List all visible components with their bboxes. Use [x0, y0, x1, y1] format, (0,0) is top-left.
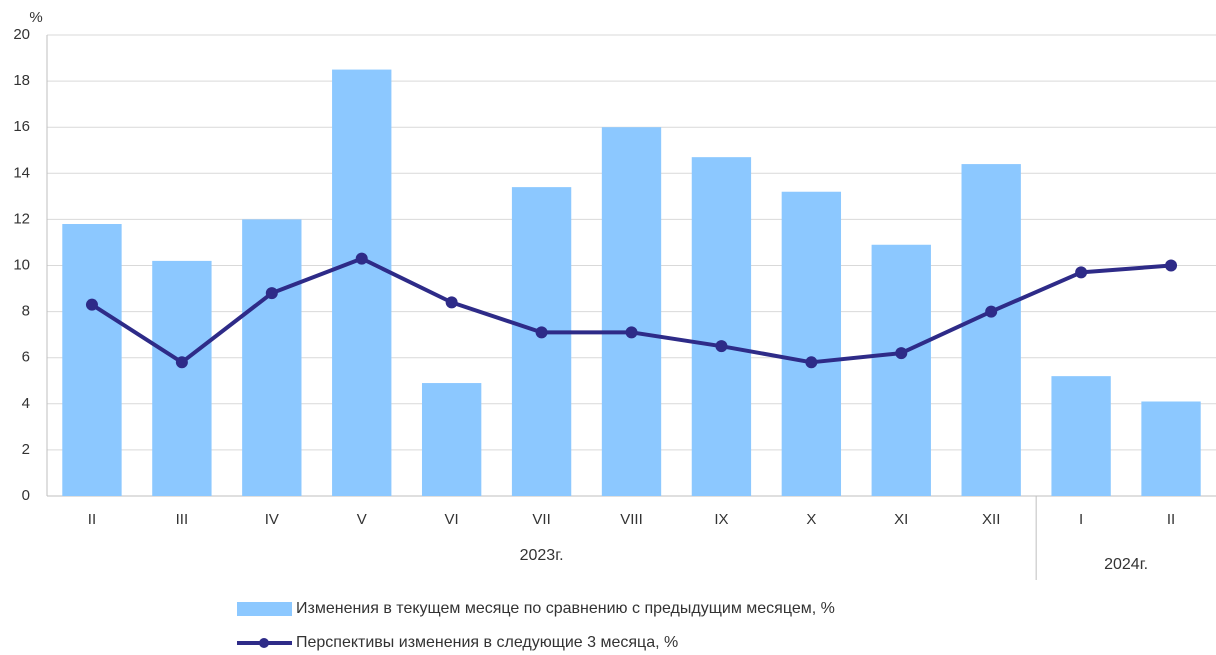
x-tick-label: XI	[894, 511, 908, 528]
x-tick-label: IV	[265, 511, 279, 528]
bar	[242, 219, 302, 496]
y-tick-label: 0	[22, 487, 30, 504]
line-marker	[85, 298, 98, 311]
line-marker	[265, 287, 278, 300]
legend-label: Изменения в текущем месяце по сравнению …	[296, 600, 835, 617]
line-marker	[805, 356, 818, 369]
x-tick-label: II	[88, 511, 96, 528]
bar	[871, 244, 931, 496]
y-tick-label: 2	[22, 441, 30, 458]
line-marker	[895, 347, 908, 360]
y-tick-label: 20	[13, 26, 30, 43]
x-tick-label: IX	[714, 511, 728, 528]
bar	[1051, 376, 1111, 496]
bar	[1141, 401, 1201, 496]
bar	[691, 157, 752, 497]
y-axis-label: %	[29, 9, 42, 26]
legend-label: Перспективы изменения в следующие 3 меся…	[296, 634, 678, 651]
line-marker	[625, 326, 638, 339]
line-marker	[535, 326, 548, 339]
x-tick-label: VIII	[620, 511, 643, 528]
y-tick-label: 4	[22, 395, 30, 412]
bar	[62, 224, 122, 496]
bar	[961, 164, 1021, 496]
line-marker	[175, 356, 188, 369]
y-tick-label: 10	[13, 256, 30, 273]
x-tick-label: III	[176, 511, 189, 528]
y-tick-label: 14	[13, 164, 30, 181]
x-tick-label: XII	[982, 511, 1000, 528]
x-tick-label: VI	[445, 511, 459, 528]
group-label: 2023г.	[520, 547, 564, 564]
line-marker	[1075, 266, 1088, 279]
bar	[601, 127, 662, 496]
x-tick-label: I	[1079, 511, 1083, 528]
y-tick-label: 18	[13, 72, 30, 89]
line-marker	[715, 340, 728, 353]
x-tick-label: X	[806, 511, 816, 528]
bar	[781, 191, 842, 497]
x-tick-label: V	[357, 511, 367, 528]
y-tick-label: 8	[22, 303, 30, 320]
y-tick-label: 16	[13, 118, 30, 135]
line-marker	[1165, 259, 1178, 272]
line-marker	[445, 296, 458, 309]
line-marker	[985, 305, 998, 318]
x-tick-label: II	[1167, 511, 1175, 528]
legend-swatch	[237, 602, 292, 616]
bar	[511, 187, 572, 496]
y-tick-label: 6	[22, 349, 30, 366]
legend-marker	[259, 638, 269, 648]
bar	[332, 69, 392, 496]
x-tick-label: VII	[532, 511, 550, 528]
bar	[421, 383, 482, 496]
y-tick-label: 12	[13, 210, 30, 227]
group-label: 2024г.	[1104, 556, 1148, 573]
line-marker	[355, 252, 368, 265]
bar	[152, 260, 212, 496]
